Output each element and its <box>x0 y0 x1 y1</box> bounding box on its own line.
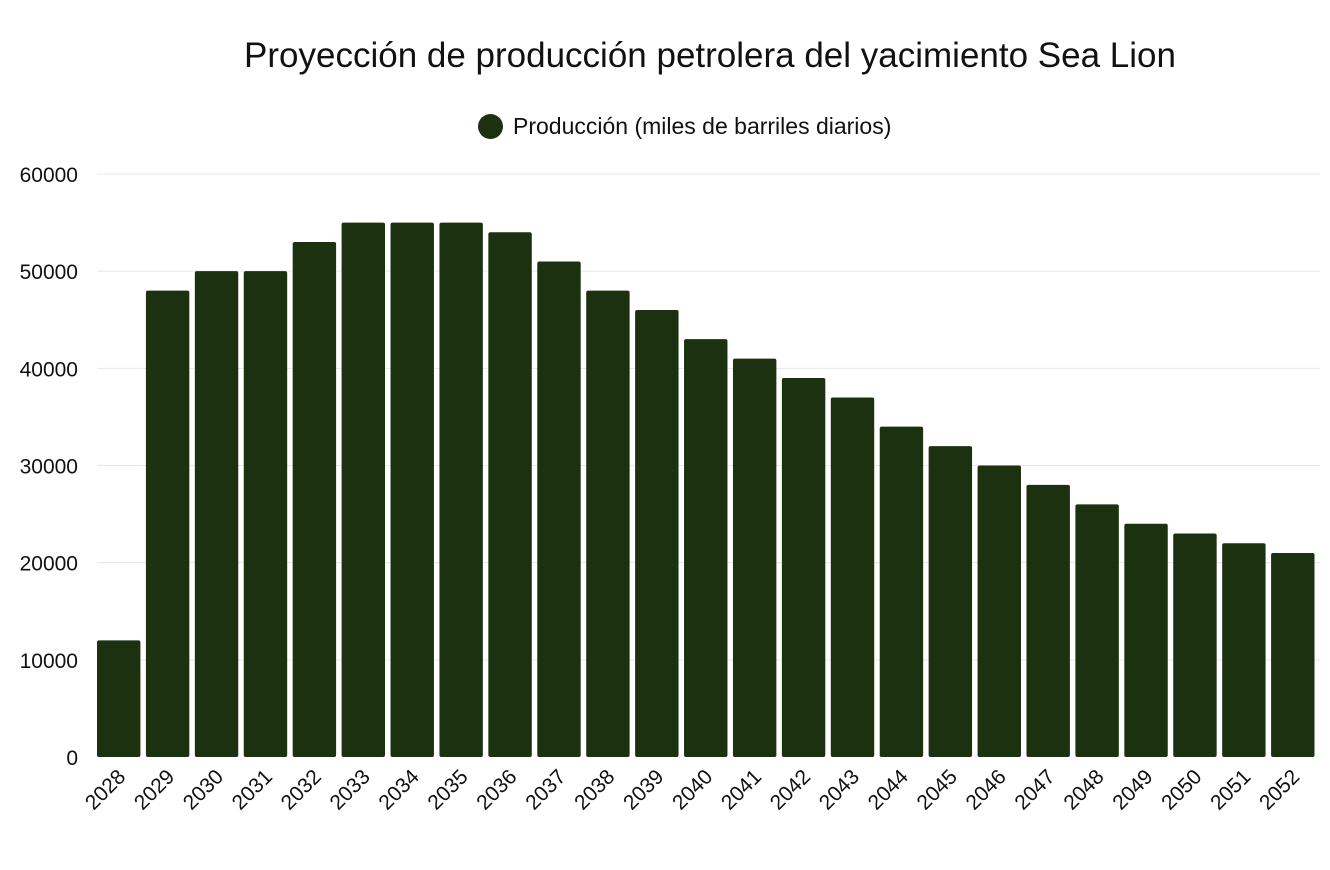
x-tick-label: 2041 <box>717 765 766 814</box>
legend-marker <box>478 114 503 139</box>
x-tick-label: 2046 <box>962 765 1011 814</box>
y-tick-label: 60000 <box>20 164 78 187</box>
bar-2043 <box>830 397 875 757</box>
bar-2037 <box>537 261 581 757</box>
x-tick-label: 2048 <box>1059 765 1108 814</box>
x-tick-label: 2050 <box>1157 765 1206 814</box>
x-tick-label: 2028 <box>81 765 130 814</box>
x-tick-label: 2030 <box>179 765 228 814</box>
x-tick-label: 2045 <box>913 765 962 814</box>
bar-2049 <box>1124 523 1168 757</box>
x-tick-label: 2052 <box>1255 765 1304 814</box>
bar-2028 <box>97 640 141 757</box>
bar-2040 <box>684 339 728 757</box>
legend-label: Producción (miles de barriles diarios) <box>513 113 892 139</box>
y-tick-label: 10000 <box>20 650 78 673</box>
bar-2047 <box>1026 484 1070 757</box>
y-tick-label: 30000 <box>20 456 78 479</box>
x-tick-label: 2039 <box>619 765 668 814</box>
x-tick-label: 2029 <box>130 765 179 814</box>
x-tick-label: 2038 <box>570 765 619 814</box>
legend: Producción (miles de barriles diarios) <box>478 113 891 140</box>
bar-2036 <box>488 232 532 758</box>
bar-2039 <box>635 310 679 757</box>
bar-2038 <box>586 290 630 757</box>
x-tick-label: 2031 <box>228 765 277 814</box>
bar-2050 <box>1173 533 1217 757</box>
x-tick-label: 2047 <box>1010 765 1059 814</box>
bar-2051 <box>1222 543 1266 757</box>
bar-2029 <box>145 290 190 757</box>
x-tick-label: 2034 <box>374 765 424 815</box>
y-tick-label: 20000 <box>20 553 78 576</box>
bar-2045 <box>928 446 973 757</box>
chart-title: Proyección de producción petrolera del y… <box>244 36 1176 75</box>
x-tick-label: 2037 <box>521 765 570 814</box>
y-tick-label: 0 <box>66 747 78 770</box>
bar-2042 <box>781 378 826 757</box>
bar-2030 <box>194 271 239 757</box>
x-tick-label: 2042 <box>766 765 815 814</box>
bar-2033 <box>341 222 386 758</box>
bar-2041 <box>732 358 777 757</box>
x-tick-label: 2036 <box>472 765 521 814</box>
bar-2034 <box>390 222 434 758</box>
x-tick-label: 2051 <box>1206 765 1255 814</box>
bar-2031 <box>243 271 288 757</box>
x-tick-label: 2035 <box>423 765 472 814</box>
bar-2052 <box>1271 552 1315 757</box>
x-tick-label: 2044 <box>864 765 914 815</box>
bar-2044 <box>879 426 924 757</box>
x-tick-label: 2032 <box>277 765 326 814</box>
bar-2032 <box>292 242 337 757</box>
x-tick-label: 2040 <box>668 765 717 814</box>
x-tick-label: 2049 <box>1108 765 1157 814</box>
bar-2035 <box>439 222 483 758</box>
y-tick-label: 40000 <box>20 358 78 381</box>
x-tick-label: 2033 <box>326 765 375 814</box>
x-tick-label: 2043 <box>815 765 864 814</box>
y-tick-label: 50000 <box>20 261 78 284</box>
bar-2048 <box>1075 504 1119 757</box>
bar-2046 <box>977 465 1021 757</box>
